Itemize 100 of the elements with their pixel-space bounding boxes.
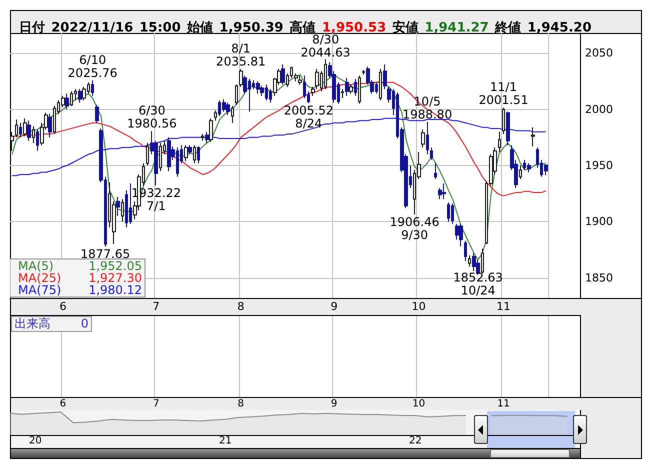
candlestick [188, 144, 192, 155]
y-tick-label: 1950 [585, 159, 613, 172]
candlestick [362, 70, 365, 76]
candlestick [430, 147, 433, 160]
candlestick [27, 120, 31, 142]
candlestick [48, 113, 52, 138]
candlestick [341, 88, 344, 99]
line-series [12, 82, 546, 196]
x-tick-label: 21 [218, 436, 232, 446]
candlestick [447, 202, 450, 222]
candlestick [256, 80, 260, 94]
candlestick [459, 223, 463, 247]
candlestick [70, 90, 73, 106]
candlestick [36, 129, 39, 152]
candlestick [354, 78, 357, 96]
candlestick [438, 187, 442, 200]
candlestick [184, 144, 188, 162]
x-tick-label: 6 [59, 300, 66, 313]
candlestick [349, 84, 353, 94]
annotation: 1852.63 10/24 [453, 270, 503, 298]
text: 出来高 [14, 316, 50, 330]
x-tick-label: 7 [152, 300, 160, 313]
candlestick [205, 131, 209, 144]
annotation: 8/1 2035.81 [216, 42, 266, 69]
candlestick [298, 75, 302, 86]
candlestick [167, 136, 171, 172]
candlestick [95, 104, 99, 124]
annotation: 1906.46 9/30 [390, 214, 440, 242]
annotation: 6/30 1980.56 [127, 104, 177, 131]
candlestick [281, 64, 285, 86]
chart-title: 日付 2022/11/16 15:00 始値 1,950.39 高値 1,950.53 安値 1,941.27 終値 1,945.20 [19, 20, 592, 36]
candlestick [19, 122, 22, 138]
candlestick [116, 196, 120, 217]
candlestick [235, 84, 238, 106]
candlestick [426, 121, 429, 155]
candlestick [451, 203, 454, 224]
candlestick [129, 182, 132, 224]
candlestick [502, 107, 505, 135]
annotation: 1877.65 [80, 247, 130, 262]
candlestick [23, 118, 27, 137]
text: MA(5) [18, 259, 54, 273]
candlestick [527, 162, 531, 173]
annotation: 11/1 2001.51 [478, 80, 528, 108]
y-tick-label: 1850 [585, 271, 613, 284]
annotation: 6/10 2025.76 [68, 52, 118, 80]
category-label: 9 [330, 398, 338, 410]
candlestick [464, 240, 467, 262]
candlestick [209, 118, 213, 142]
candlestick [32, 126, 35, 144]
candlestick [506, 111, 510, 146]
x-tick-label: 8 [237, 300, 244, 313]
candlestick [324, 58, 327, 90]
x-tick-label: 9 [330, 300, 338, 313]
x-tick-label: 10 [412, 300, 426, 313]
candlestick [222, 98, 226, 112]
x-tick-label: 11 [496, 300, 511, 313]
candlestick [15, 118, 18, 138]
candlestick [481, 248, 484, 274]
annotation: 1,952.05 [88, 259, 142, 273]
category-label: 10 [412, 398, 426, 410]
candlestick [91, 80, 94, 96]
y-tick-label: 1900 [585, 215, 613, 228]
candlestick [442, 182, 446, 200]
annotation: 1,980.12 [88, 283, 142, 297]
candlestick [197, 146, 200, 164]
category-label: 11 [497, 398, 510, 410]
y-tick-label: 2050 [585, 46, 613, 60]
candlestick [231, 105, 234, 124]
candlestick [10, 131, 14, 152]
candlestick [226, 102, 230, 116]
candlestick [260, 85, 264, 96]
category-label: 7 [152, 398, 160, 410]
y-tick-label: 2000 [585, 102, 613, 116]
annotation: 2005.52 8/24 [284, 104, 334, 131]
text: MA(75) [18, 283, 62, 297]
candlestick [193, 144, 196, 164]
candlestick [531, 126, 535, 147]
x-tick-label: 22 [408, 436, 422, 446]
candlestick [303, 75, 306, 99]
candlestick [239, 68, 243, 88]
candlestick [159, 142, 162, 172]
category-label: 6 [60, 398, 66, 410]
candlestick [146, 142, 149, 166]
x-tick-label: 20 [28, 436, 42, 446]
candlestick [201, 134, 204, 142]
candlestick [214, 110, 217, 122]
line-series [12, 118, 546, 176]
category-label: 8 [238, 398, 244, 410]
annotation: 8/30 2044.63 [300, 32, 350, 60]
candlestick [434, 162, 437, 180]
candlestick [78, 88, 82, 104]
candlestick [82, 86, 86, 101]
candlestick [544, 164, 548, 176]
annotation: 1,927.30 [88, 271, 142, 285]
candlestick [379, 68, 382, 101]
candlestick [345, 77, 349, 96]
candlestick [358, 75, 361, 104]
text: MA(25) [18, 271, 62, 285]
candlestick [519, 165, 522, 180]
text: 0 [80, 316, 88, 330]
